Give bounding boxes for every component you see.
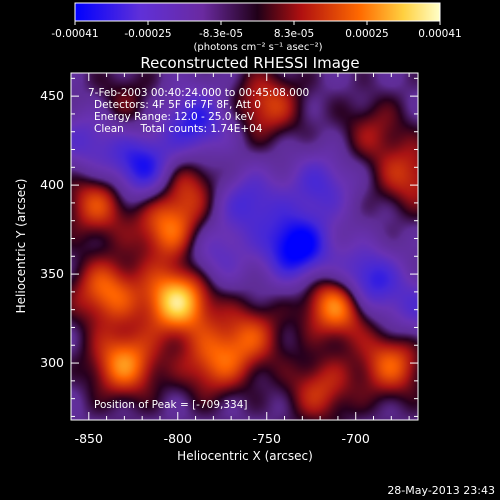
colorbar (74, 2, 441, 22)
y-tick-label: 400 (40, 177, 64, 192)
detectors-annotation: Detectors: 4F 5F 6F 7F 8F, Att 0 (94, 99, 261, 111)
y-tick-label: 350 (40, 266, 64, 281)
colorbar-tick-label: 0.00041 (418, 28, 461, 40)
colorbar-ticks (74, 21, 441, 25)
energy-range-annotation: Energy Range: 12.0 - 25.0 keV (94, 111, 255, 123)
colorbar-tick-label: 8.3e-05 (274, 28, 314, 40)
x-tick-label: -700 (342, 431, 370, 446)
peak-position-label: Position of Peak = [-709,334] (94, 399, 248, 411)
y-tick-label: 450 (40, 88, 64, 103)
y-tick-label: 300 (40, 355, 64, 370)
colorbar-tick-label: 0.00025 (345, 28, 388, 40)
time-range-annotation: 7-Feb-2003 00:40:24.000 to 00:45:08.000 (88, 87, 309, 99)
x-tick-label: -800 (164, 431, 192, 446)
colorbar-tick-label: -0.00025 (124, 28, 171, 40)
y-axis-label: Heliocentric Y (arcsec) (14, 179, 28, 314)
colorbar-tick-label: -8.3e-05 (199, 28, 243, 40)
x-tick-label: -850 (75, 431, 103, 446)
colorbar-tick-label: -0.00041 (51, 28, 98, 40)
plot-frame (70, 72, 419, 421)
x-tick-label: -750 (253, 431, 281, 446)
clean-counts-annotation: Clean Total counts: 1.74E+04 (94, 123, 263, 135)
plot-timestamp: 28-May-2013 23:43 (387, 484, 495, 497)
axis-ticks (71, 73, 418, 420)
x-axis-label: Heliocentric X (arcsec) (177, 449, 313, 463)
colorbar-units: (photons cm⁻² s⁻¹ asec⁻²) (193, 42, 322, 53)
chart-title: Reconstructed RHESSI Image (140, 54, 359, 72)
heatmap-image (71, 73, 418, 420)
